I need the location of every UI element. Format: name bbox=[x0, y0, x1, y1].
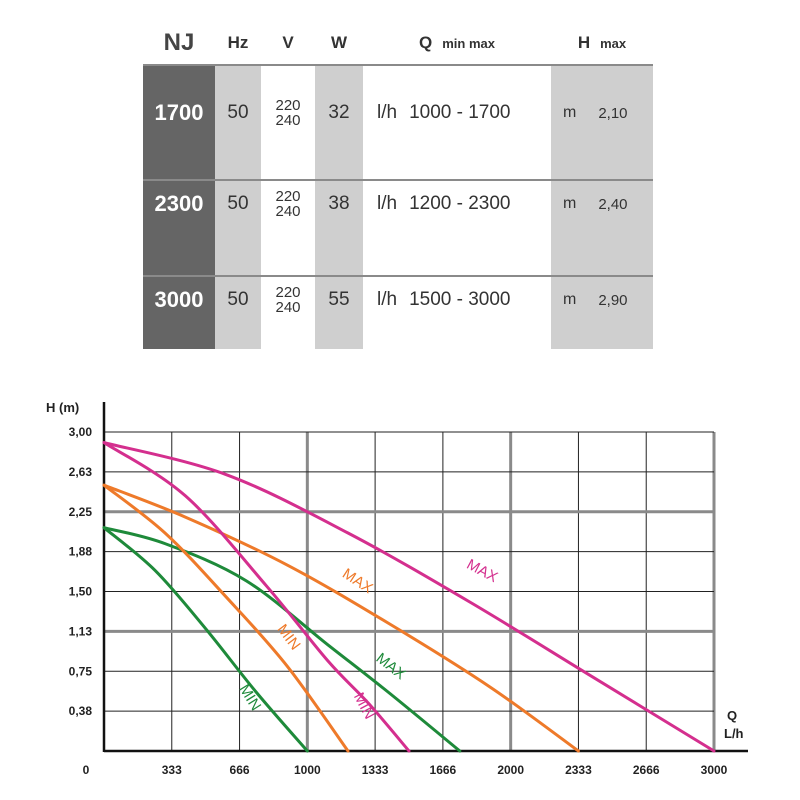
flow-header-label: Q bbox=[419, 33, 433, 52]
x-tick-label: 2666 bbox=[633, 763, 660, 777]
voltage-value: 220 bbox=[275, 284, 301, 301]
head-max: 2,90 bbox=[598, 291, 628, 309]
curve-green-min bbox=[102, 526, 309, 753]
head-column: H max m 2,10 m 2,40 m 2,90 bbox=[551, 22, 653, 349]
model-column: NJ 1700 2300 3000 bbox=[143, 22, 215, 349]
voltage-value: 240 bbox=[275, 203, 301, 220]
flow-column: Q min max l/h 1000 - 1700 l/h 1200 - 230… bbox=[363, 22, 551, 349]
voltage-value: 220 bbox=[275, 97, 301, 114]
flow-range: 1000 - 1700 bbox=[409, 102, 511, 123]
voltage-cell: 220 240 bbox=[261, 159, 315, 249]
flow-range: 1200 - 2300 bbox=[409, 193, 511, 214]
y-tick-label: 1,13 bbox=[69, 624, 93, 638]
voltage-value: 220 bbox=[275, 188, 301, 205]
x-tick-label: 1333 bbox=[362, 763, 389, 777]
y-axis-label: H (m) bbox=[46, 400, 79, 415]
y-tick-label: 1,88 bbox=[69, 545, 93, 559]
voltage-cell: 220 240 bbox=[261, 68, 315, 158]
power-cell: 32 bbox=[328, 102, 350, 123]
curve-magenta-min bbox=[102, 441, 411, 753]
row-divider bbox=[143, 275, 653, 277]
x-axis-label: Q bbox=[727, 708, 737, 723]
x-tick-label: 2333 bbox=[565, 763, 592, 777]
curve-label-magenta-max: MAX bbox=[464, 556, 501, 586]
flow-range: 1500 - 3000 bbox=[409, 289, 511, 310]
y-tick-label: 3,00 bbox=[69, 425, 93, 439]
frequency-cell: 50 bbox=[227, 102, 249, 123]
chart-axes bbox=[102, 402, 748, 753]
power-cell: 38 bbox=[328, 193, 350, 214]
head-cell: m 2,40 bbox=[551, 159, 653, 249]
head-unit: m bbox=[563, 195, 577, 212]
head-unit: m bbox=[563, 291, 577, 308]
voltage-value: 240 bbox=[275, 112, 301, 129]
flow-header: Q min max bbox=[363, 22, 551, 64]
x-tick-label: 1666 bbox=[430, 763, 457, 777]
x-tick-label: 333 bbox=[162, 763, 182, 777]
curve-label-magenta-min: MIN bbox=[350, 690, 378, 722]
y-tick-label: 2,63 bbox=[69, 465, 93, 479]
power-header: W bbox=[330, 33, 348, 52]
head-unit: m bbox=[563, 104, 577, 121]
row-divider bbox=[143, 179, 653, 181]
voltage-value: 240 bbox=[275, 299, 301, 316]
model-header: NJ bbox=[163, 29, 195, 56]
model-cell: 1700 bbox=[154, 100, 204, 125]
frequency-cell: 50 bbox=[227, 193, 249, 214]
flow-header-sub: min max bbox=[442, 35, 495, 51]
x-axis-unit: L/h bbox=[724, 726, 744, 741]
y-tick-label: 2,25 bbox=[69, 505, 93, 519]
voltage-header: V bbox=[282, 33, 294, 52]
chart-curves bbox=[102, 441, 716, 753]
frequency-cell: 50 bbox=[227, 289, 249, 310]
flow-cell: l/h 1200 - 2300 bbox=[363, 159, 551, 249]
flow-cell: l/h 1500 - 3000 bbox=[363, 255, 551, 345]
curve-label-orange-max: MAX bbox=[339, 565, 376, 597]
row-divider bbox=[143, 64, 653, 66]
frequency-column: Hz 50 50 50 bbox=[215, 22, 261, 349]
curve-orange-min bbox=[102, 483, 350, 753]
chart-grid bbox=[104, 431, 716, 751]
x-tick-label: 666 bbox=[230, 763, 250, 777]
power-column: W 32 38 55 bbox=[315, 22, 363, 349]
voltage-cell: 220 240 bbox=[261, 255, 315, 345]
curve-magenta-max bbox=[102, 441, 716, 753]
head-max: 2,40 bbox=[598, 195, 628, 213]
y-tick-label: 1,50 bbox=[69, 585, 93, 599]
y-tick-label: 0,75 bbox=[69, 664, 93, 678]
head-header: H max bbox=[551, 22, 653, 64]
flow-cell: l/h 1000 - 1700 bbox=[363, 68, 551, 158]
flow-unit: l/h bbox=[377, 289, 398, 310]
head-cell: m 2,10 bbox=[551, 68, 653, 158]
x-tick-label: 0 bbox=[83, 763, 90, 777]
chart-labels: 0 333 666 1000 1333 1666 2000 2333 2666 3000 0,38 0… bbox=[69, 425, 728, 777]
head-header-sub: max bbox=[600, 35, 627, 51]
curve-label-green-max: MAX bbox=[373, 650, 409, 683]
voltage-column: V 220 240 220 240 220 240 bbox=[261, 22, 315, 349]
y-tick-label: 0,38 bbox=[69, 704, 93, 718]
pump-spec-table: NJ 1700 2300 3000 Hz 50 50 50 V 220 240 … bbox=[143, 22, 653, 349]
x-tick-label: 1000 bbox=[294, 763, 321, 777]
x-tick-label: 3000 bbox=[701, 763, 728, 777]
x-tick-label: 2000 bbox=[497, 763, 524, 777]
head-cell: m 2,90 bbox=[551, 255, 653, 345]
frequency-header: Hz bbox=[227, 33, 249, 52]
flow-unit: l/h bbox=[377, 102, 398, 123]
head-max: 2,10 bbox=[598, 104, 628, 122]
head-header-label: H bbox=[577, 33, 591, 52]
model-cell: 2300 bbox=[154, 191, 204, 216]
power-cell: 55 bbox=[328, 289, 350, 310]
model-cell: 3000 bbox=[154, 287, 204, 312]
curve-orange-max bbox=[102, 483, 580, 753]
flow-unit: l/h bbox=[377, 193, 398, 214]
